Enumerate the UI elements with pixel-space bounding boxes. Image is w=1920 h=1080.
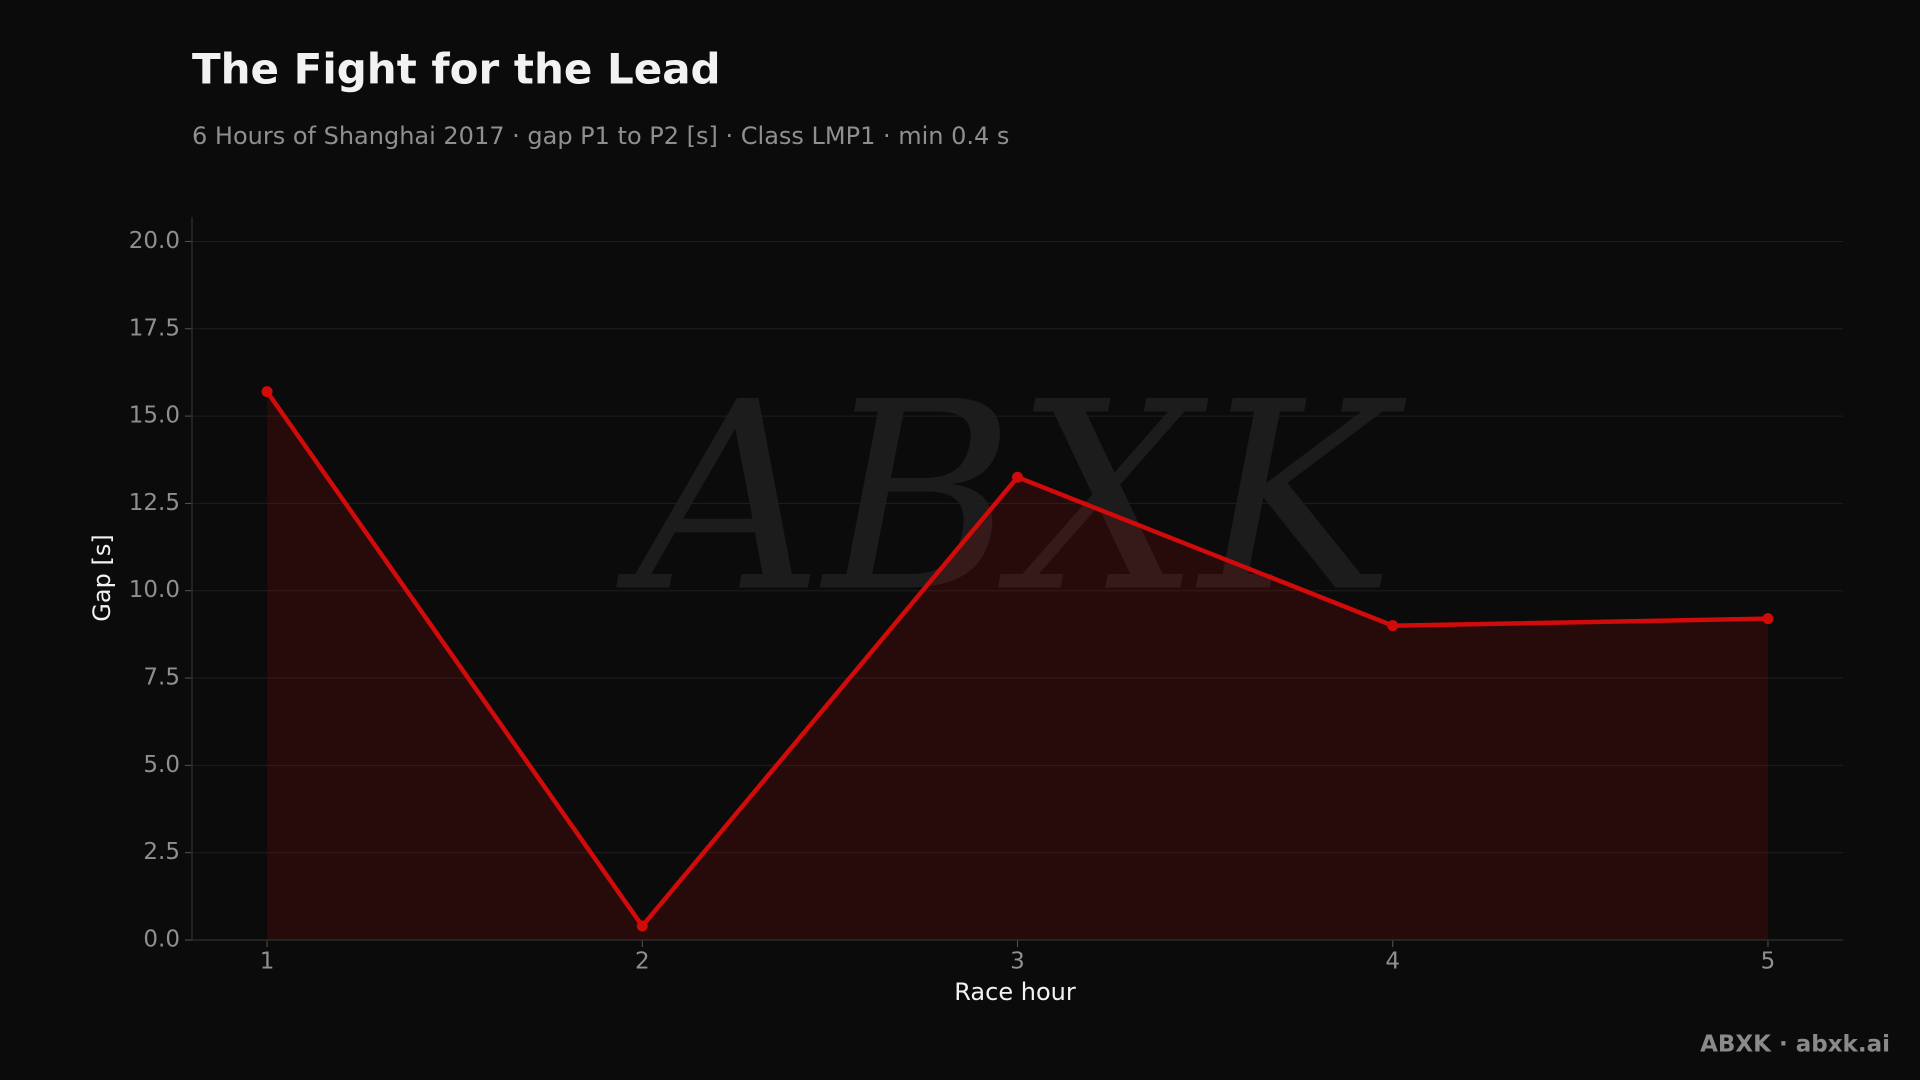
credit: ABXK · abxk.ai [1700,1032,1890,1058]
x-axis-label: Race hour [954,978,1076,1006]
x-tick-label: 3 [1010,949,1025,975]
watermark: ABXK [616,347,1407,649]
y-tick-label: 5.0 [143,752,180,778]
point [1387,620,1399,632]
y-axis-label: Gap [s] [88,534,116,621]
point [261,386,273,398]
y-tick-label: 10.0 [129,577,180,603]
y-tick-label: 2.5 [143,839,180,865]
chart-title: The Fight for the Lead [192,45,721,94]
chart-subtitle: 6 Hours of Shanghai 2017 · gap P1 to P2 … [192,122,1009,150]
x-tick-label: 4 [1385,949,1400,975]
y-tick-label: 20.0 [129,228,180,254]
area [267,391,1768,940]
point [1762,613,1774,625]
y-tick-label: 0.0 [143,927,180,953]
x-tick-label: 5 [1761,949,1776,975]
x-tick-label: 1 [260,949,275,975]
x-tick-label: 2 [635,949,650,975]
point [1012,471,1023,483]
y-tick-label: 17.5 [129,315,180,341]
y-tick-label: 15.0 [129,403,180,429]
y-tick-label: 7.5 [143,665,180,691]
point [636,920,648,932]
y-tick-label: 12.5 [129,490,180,516]
